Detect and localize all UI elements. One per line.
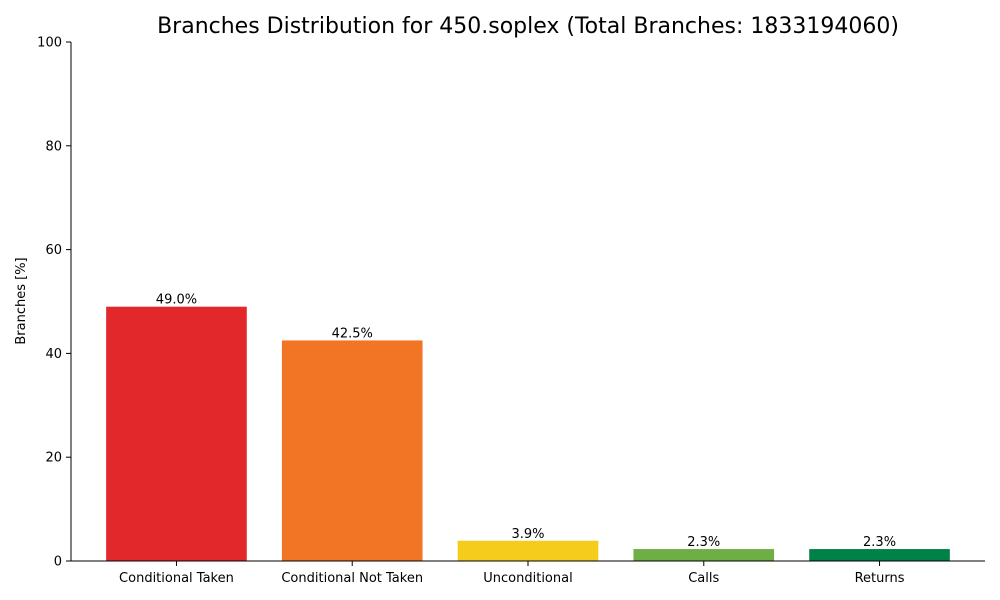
bar-value-label: 42.5%	[332, 326, 373, 341]
x-tick-label: Unconditional	[483, 571, 572, 586]
y-tick-label: 100	[37, 36, 62, 51]
bar-unconditional	[457, 540, 599, 561]
y-tick-label: 60	[45, 243, 62, 258]
x-axis-ticks: Conditional Taken Conditional Not Taken Un…	[119, 561, 905, 586]
x-tick-label: Returns	[855, 571, 905, 586]
bar-value-label: 2.3%	[863, 535, 896, 550]
y-axis-ticks: 0 20 40 60 80 100	[37, 36, 71, 570]
bar-conditional-not-taken	[281, 340, 423, 561]
y-tick-label: 80	[45, 139, 62, 154]
bar-value-label: 3.9%	[511, 527, 544, 542]
y-axis-label: Branches [%]	[14, 257, 29, 344]
x-tick-label: Conditional Taken	[119, 571, 234, 586]
bars-group: 49.0% 42.5% 3.9% 2.3% 2.3%	[106, 293, 950, 561]
bar-conditional-taken	[106, 306, 247, 561]
chart-title: Branches Distribution for 450.soplex (To…	[157, 14, 899, 39]
bar-value-label: 49.0%	[156, 293, 197, 308]
y-tick-label: 40	[45, 347, 62, 362]
y-tick-label: 0	[54, 555, 62, 570]
x-tick-label: Conditional Not Taken	[281, 571, 423, 586]
bar-value-label: 2.3%	[687, 535, 720, 550]
bar-calls	[633, 549, 775, 561]
y-tick-label: 20	[45, 451, 62, 466]
bar-returns	[809, 549, 950, 561]
x-tick-label: Calls	[688, 571, 719, 586]
